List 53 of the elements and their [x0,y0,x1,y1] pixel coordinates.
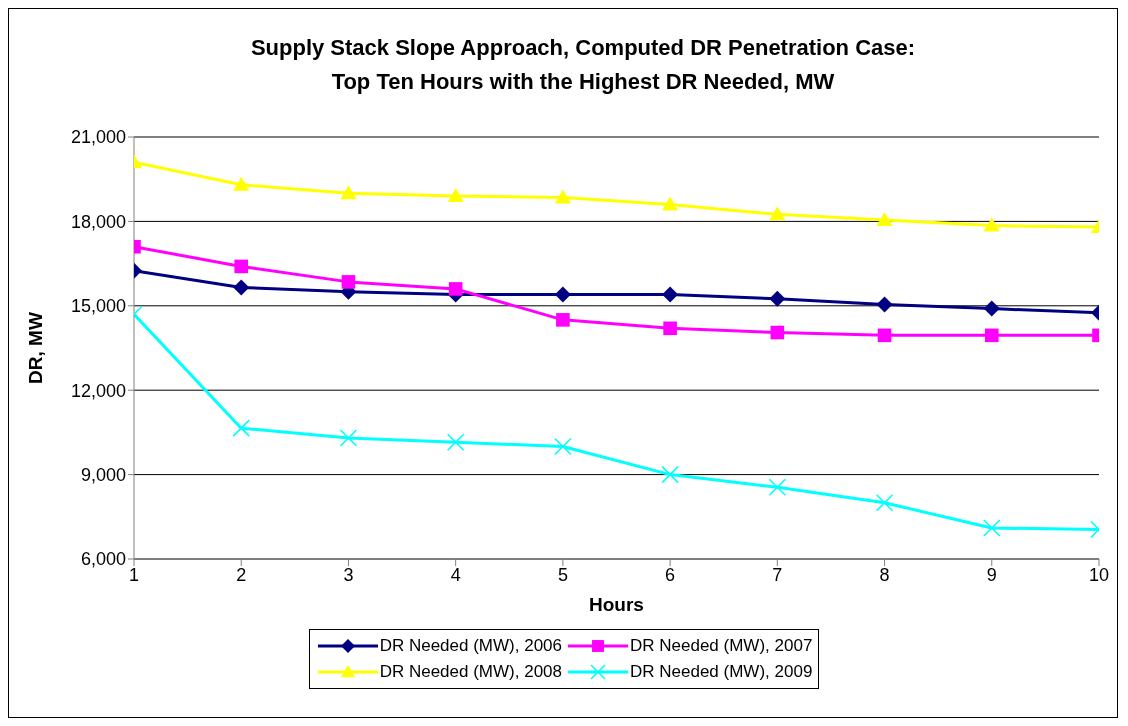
point [340,185,357,200]
point [769,206,786,221]
point [982,519,1001,537]
x-axis-title: Hours [589,594,644,615]
legend-label: DR Needed (MW), 2006 [379,636,562,656]
point [662,286,679,303]
point [554,286,571,303]
point [876,211,893,226]
x-tick-label: 5 [557,564,568,585]
y-tick-label: 21,000 [70,127,126,148]
point [984,328,999,343]
y-axis-title: DR, MW [24,312,46,384]
point [234,259,249,274]
point [556,313,570,327]
point [447,188,464,203]
legend-label: DR Needed (MW), 2008 [379,662,562,682]
point [983,217,1000,232]
point [983,300,1000,317]
point [233,176,250,191]
point [339,429,358,447]
point [661,465,679,484]
y-tick-label: 18,000 [70,211,126,232]
x-tick-label: 6 [665,564,676,585]
chart-title: Supply Stack Slope Approach, Computed DR Penetration Case: Top Ten Hours with the Highest DR Needed, MW [249,34,917,96]
point [554,437,572,456]
x-tick-label: 4 [450,564,461,585]
x-tick-label: 3 [343,564,354,585]
point [448,282,463,296]
point [662,196,679,211]
point [875,493,894,512]
point [877,328,892,343]
point [768,478,787,497]
y-tick-label: 15,000 [70,296,126,317]
y-tick-label: 9,000 [80,464,126,485]
point [663,321,677,336]
point [876,296,893,313]
x-tick-label: 9 [986,564,997,585]
point [233,279,250,296]
x-tick-label: 10 [1088,564,1110,585]
point [446,433,465,452]
point [770,325,785,340]
point [341,275,356,289]
legend-label: DR Needed (MW), 2007 [630,636,813,656]
y-tick-label: 12,000 [70,380,126,401]
x-tick-label: 8 [879,564,890,585]
point [769,290,786,307]
y-tick-label: 6,000 [80,549,126,570]
x-tick-label: 7 [772,564,783,585]
point [232,419,251,437]
point [554,189,571,204]
legend-label: DR Needed (MW), 2009 [630,662,813,682]
x-tick-label: 1 [128,564,140,585]
x-tick-label: 2 [236,564,247,585]
